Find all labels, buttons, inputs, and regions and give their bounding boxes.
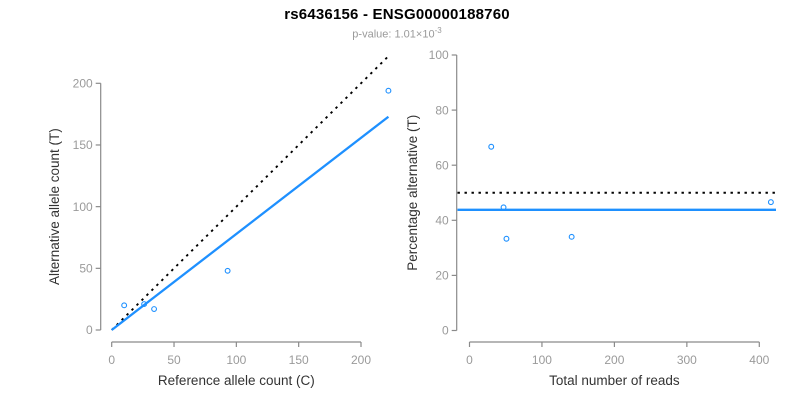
x-tick-label: 150	[289, 353, 309, 367]
y-tick-label: 40	[435, 214, 449, 228]
identity-line	[111, 55, 390, 331]
y-tick-label: 0	[442, 324, 449, 338]
x-tick-label: 0	[108, 353, 115, 367]
data-point	[224, 267, 231, 274]
data-point	[151, 306, 158, 312]
data-point	[568, 233, 575, 240]
x-tick-label: 0	[466, 353, 473, 367]
data-point	[488, 143, 495, 150]
x-tick-label: 300	[677, 353, 697, 367]
data-point	[767, 199, 774, 206]
data-point	[141, 301, 148, 308]
data-point	[503, 235, 510, 242]
plot-subtitle: p-value: 1.01×10-3	[0, 26, 794, 41]
panel-percentage-alternative: 0 20 40 60 80 100 0 100 200 300 400 Total number of…	[405, 48, 776, 388]
y-tick-label: 80	[435, 103, 449, 117]
y-tick-label: 200	[73, 77, 93, 91]
x-tick-label: 400	[749, 353, 769, 367]
x-tick-label: 200	[351, 353, 371, 367]
x-tick-label: 100	[226, 353, 246, 367]
x-tick-label: 200	[604, 353, 624, 367]
y-tick-label: 60	[435, 158, 449, 172]
y-tick-label: 100	[73, 200, 93, 214]
y-axis-title: Percentage alternative (T)	[405, 115, 420, 271]
y-tick-label: 0	[86, 323, 93, 337]
data-point	[121, 302, 128, 309]
y-tick-label: 150	[73, 138, 93, 152]
y-axis-title: Alternative allele count (T)	[47, 128, 62, 285]
fit-line	[110, 115, 390, 331]
data-point	[385, 87, 392, 94]
panel-allele-counts: 0 50 100 150 200 0 50 100 150 200 Reference allele…	[47, 55, 392, 388]
plot-title: rs6436156 - ENSG00000188760	[284, 6, 510, 23]
x-axis-title: Total number of reads	[549, 373, 680, 388]
pvalue-exponent: -3	[434, 26, 442, 35]
x-tick-label: 100	[532, 353, 552, 367]
x-axis-title: Reference allele count (C)	[158, 373, 315, 388]
y-tick-label: 100	[429, 48, 449, 62]
pvalue-text: p-value: 1.01×10	[352, 28, 435, 41]
y-tick-label: 20	[435, 269, 449, 283]
y-tick-label: 50	[79, 262, 93, 276]
x-tick-label: 50	[167, 353, 181, 367]
data-point	[500, 204, 507, 211]
